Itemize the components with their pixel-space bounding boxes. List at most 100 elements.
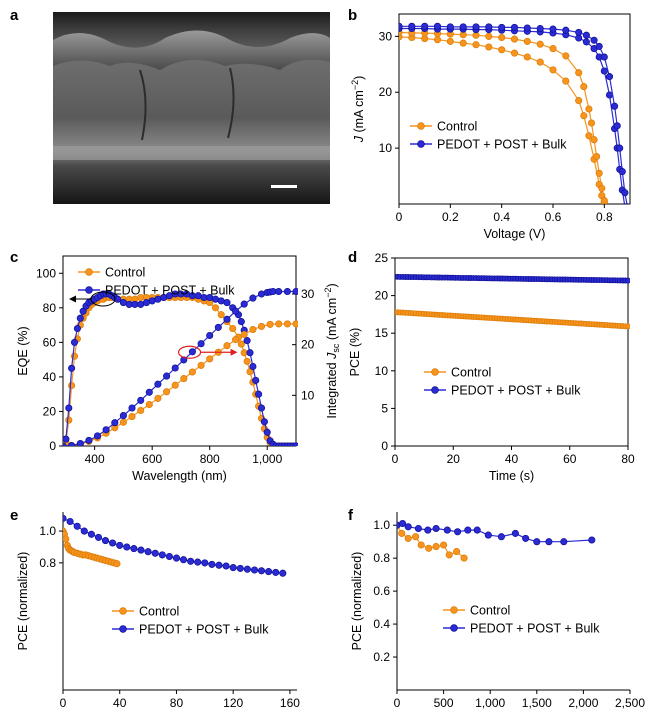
data-point xyxy=(498,33,506,42)
data-point xyxy=(618,168,626,176)
data-point xyxy=(142,299,150,307)
data-point xyxy=(562,52,570,60)
plot-frame xyxy=(394,257,629,447)
y-tick-label: 20 xyxy=(379,85,393,99)
data-point xyxy=(454,528,462,536)
data-point xyxy=(417,541,425,549)
series-line xyxy=(63,323,296,446)
data-point xyxy=(243,337,251,345)
data-point xyxy=(201,559,209,567)
data-point xyxy=(523,37,531,45)
legend-marker xyxy=(431,386,439,394)
x-tick-label: 500 xyxy=(434,696,454,710)
data-point xyxy=(128,404,136,412)
x-tick-label: 600 xyxy=(142,452,162,466)
data-point xyxy=(180,375,188,383)
data-point xyxy=(459,39,467,47)
legend: Control PEDOT + POST + Bulk xyxy=(112,605,269,637)
sem-electrode-layer xyxy=(53,146,330,160)
y-tick-label: 0.8 xyxy=(39,556,56,570)
y-tick-label: 25 xyxy=(375,251,389,265)
y2-axis-label: Integrated Jsc (mA cm−2) xyxy=(323,283,341,418)
y2-label-exponent: −2 xyxy=(323,288,333,298)
data-point xyxy=(580,112,588,120)
red-arrow-head xyxy=(230,348,238,356)
data-point xyxy=(585,105,593,113)
series-b-3 xyxy=(399,22,630,204)
data-point xyxy=(188,348,196,356)
data-point xyxy=(111,419,119,427)
data-point xyxy=(76,314,84,322)
data-point xyxy=(472,41,480,49)
series-line xyxy=(399,31,606,204)
data-point xyxy=(63,535,70,543)
sem-grain-boundary-1 xyxy=(139,69,147,141)
data-point xyxy=(154,394,162,402)
data-point xyxy=(590,36,598,44)
data-point xyxy=(63,514,67,522)
data-point xyxy=(575,97,583,105)
y2-label-subscript: sc xyxy=(331,343,341,353)
data-point xyxy=(549,66,557,74)
data-point xyxy=(421,22,429,30)
y-tick-label: 80 xyxy=(43,301,57,315)
data-point xyxy=(404,534,412,542)
y-tick-label: 40 xyxy=(43,370,57,384)
plot-frame xyxy=(62,255,297,447)
legend-label: Control xyxy=(470,604,510,618)
legend: Control PEDOT + POST + Bulk xyxy=(443,604,600,636)
data-point xyxy=(163,372,171,380)
series-c-3 xyxy=(63,287,298,446)
data-point xyxy=(250,566,259,574)
data-point xyxy=(523,53,531,61)
data-point xyxy=(523,24,531,32)
data-point xyxy=(622,203,628,204)
data-point xyxy=(292,320,298,328)
data-point xyxy=(249,362,257,371)
data-point xyxy=(533,538,541,546)
data-point xyxy=(460,554,468,562)
series-e-0 xyxy=(63,527,121,568)
data-point xyxy=(68,364,76,372)
y-tick-label: 5 xyxy=(381,401,388,415)
data-point xyxy=(197,361,205,369)
data-point xyxy=(194,558,202,566)
data-point xyxy=(65,416,73,424)
data-point xyxy=(600,67,608,75)
data-point xyxy=(70,338,79,346)
y-axis-label: PCE (normalized) xyxy=(16,552,30,651)
data-point xyxy=(443,526,451,534)
series-c-0 xyxy=(63,293,298,446)
data-point xyxy=(163,388,171,396)
data-point xyxy=(440,541,448,549)
data-point xyxy=(131,300,139,308)
data-point xyxy=(257,322,266,330)
x-axis-label: Time (s) xyxy=(489,469,534,483)
chart-b: b 0 0.2 0.4 0.6 0.8 10 20 30 Voltage (V) J (mA cm−… xyxy=(348,7,631,241)
chart-f: f 0 500 1,000 1,500 2,000 2,500 0.2 0.4 0.6 0.8 1.0… xyxy=(348,507,645,710)
data-point xyxy=(172,554,181,562)
panel-letter-f: f xyxy=(348,507,354,524)
y-tick-label: 20 xyxy=(43,404,57,418)
series-d-0 xyxy=(395,309,630,330)
data-point xyxy=(240,330,248,339)
data-point xyxy=(232,307,240,315)
data-point xyxy=(424,526,432,534)
data-point xyxy=(425,544,433,552)
data-point xyxy=(272,568,280,576)
data-point xyxy=(206,355,214,363)
data-point xyxy=(144,548,152,556)
y-tick-label: 0.4 xyxy=(373,617,390,631)
x-tick-label: 0 xyxy=(394,696,401,710)
data-point xyxy=(263,428,271,436)
x-tick-label: 400 xyxy=(85,452,105,466)
plot-area xyxy=(63,514,287,577)
data-point xyxy=(179,556,188,564)
plot-area xyxy=(63,287,298,446)
y-tick-label: 100 xyxy=(36,266,56,280)
data-point xyxy=(197,340,205,348)
x-axis-label: Voltage (V) xyxy=(484,227,546,241)
data-point xyxy=(217,311,225,319)
data-point xyxy=(412,533,420,541)
data-point xyxy=(101,537,110,545)
